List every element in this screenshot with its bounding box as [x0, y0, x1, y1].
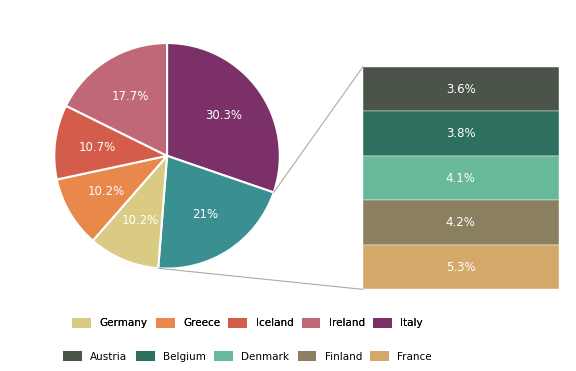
Text: 3.8%: 3.8% — [446, 127, 476, 140]
Text: 4.1%: 4.1% — [446, 171, 476, 185]
Bar — [363, 67, 559, 111]
Legend: Austria, Belgium, Denmark, Finland, France: Austria, Belgium, Denmark, Finland, Fran… — [59, 347, 436, 366]
Wedge shape — [54, 106, 167, 180]
Bar — [363, 156, 559, 200]
Bar — [363, 245, 559, 289]
Wedge shape — [158, 156, 274, 269]
Text: 10.7%: 10.7% — [79, 141, 116, 154]
Bar — [363, 200, 559, 245]
Wedge shape — [66, 43, 167, 156]
Wedge shape — [93, 156, 167, 268]
Text: 5.3%: 5.3% — [446, 260, 476, 274]
Text: 17.7%: 17.7% — [112, 90, 149, 103]
Legend: Germany, Greece, Iceland, Ireland, Italy: Germany, Greece, Iceland, Ireland, Italy — [69, 313, 427, 332]
Text: 10.2%: 10.2% — [88, 185, 126, 198]
Text: 10.2%: 10.2% — [122, 214, 158, 227]
Text: 21%: 21% — [192, 208, 218, 221]
Text: 4.2%: 4.2% — [446, 216, 476, 229]
Wedge shape — [57, 156, 167, 241]
Wedge shape — [167, 43, 280, 193]
Text: 3.6%: 3.6% — [446, 82, 476, 96]
Bar — [363, 111, 559, 156]
Text: 30.3%: 30.3% — [206, 109, 242, 122]
